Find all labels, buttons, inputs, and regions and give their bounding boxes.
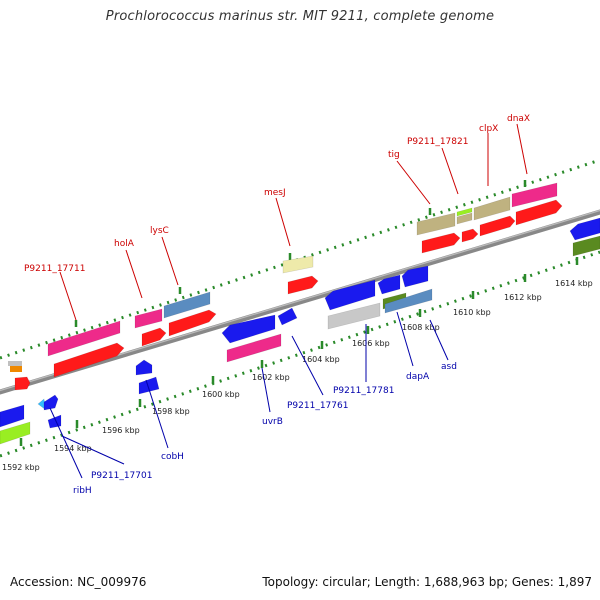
gene-block-holA [134, 308, 163, 329]
gene-label-asd: asd [441, 362, 457, 372]
gene-block [0, 421, 31, 445]
gene-block-P9211_17821 [456, 212, 473, 225]
gene-label-tig: tig [388, 150, 400, 160]
gene-label-holA: holA [114, 239, 135, 249]
kbp-label: 1602 kbp [252, 373, 290, 382]
gene-label-uvrB: uvrB [262, 417, 283, 427]
gene-arrow [135, 359, 153, 376]
gene-arrow-clpX [479, 215, 516, 237]
reverse-gene-labels: ribH P9211_17701 cobH uvrB P9211_17761 P… [73, 362, 457, 496]
gene-label-clpX: clpX [479, 124, 498, 134]
kbp-label: 1612 kbp [504, 293, 542, 302]
gene-label-P9211_17781: P9211_17781 [333, 386, 394, 396]
gene-block [8, 361, 22, 366]
gene-block-tig [416, 212, 456, 236]
kbp-label: 1614 kbp [555, 279, 593, 288]
gene-block-dnaX [511, 182, 558, 208]
gene-arrow-dnaX [515, 199, 563, 226]
gene-block-P9211_17761 [226, 333, 282, 363]
gene-arrow [43, 394, 59, 411]
kbp-label: 1592 kbp [2, 463, 40, 472]
kbp-label: 1600 kbp [202, 390, 240, 399]
kbp-label: 1598 kbp [152, 407, 190, 416]
map-title: Prochlorococcus marinus str. MIT 9211, c… [105, 9, 495, 24]
kbp-label: 1596 kbp [102, 426, 140, 435]
forward-leaders [59, 123, 528, 321]
gene-block-mesJ [282, 255, 314, 274]
accession-text: Accession: NC_009976 [10, 575, 147, 589]
kbp-label: 1606 kbp [352, 339, 390, 348]
gene-arrow-P9211_17821 [461, 228, 479, 243]
kbp-label: 1610 kbp [453, 308, 491, 317]
gene-label-P9211_17711: P9211_17711 [24, 264, 85, 274]
gene-block-lysC [163, 291, 211, 319]
gene-block-asd [384, 288, 433, 314]
gene-arrow [14, 376, 31, 391]
reverse-leaders [49, 311, 449, 479]
gene-label-mesJ: mesJ [264, 188, 286, 198]
gene-block-clpX [473, 196, 511, 221]
gene-arrow-lysC [168, 309, 217, 337]
gene-arrow-mesJ [287, 275, 319, 295]
gene-arrow [53, 342, 125, 378]
gene-label-dapA: dapA [406, 372, 430, 382]
genome-summary-text: Topology: circular; Length: 1,688,963 bp… [262, 575, 592, 589]
gene-block [10, 366, 22, 372]
kbp-label: 1594 kbp [54, 444, 92, 453]
gene-arrow-holA [141, 327, 167, 347]
gene-block [456, 207, 473, 217]
lower-tick-track [0, 250, 600, 458]
gene-arrow [377, 274, 401, 295]
genome-backbone [0, 209, 600, 395]
kbp-labels: 1592 kbp 1594 kbp 1596 kbp 1598 kbp 1600… [2, 279, 593, 472]
forward-gene-labels: P9211_17711 holA lysC mesJ tig P9211_178… [24, 114, 530, 274]
gene-arrow [401, 265, 429, 288]
kbp-label: 1608 kbp [402, 323, 440, 332]
gene-arrow [0, 404, 25, 428]
gene-arrow-uvrB [221, 314, 276, 344]
forward-genes[interactable] [8, 182, 563, 391]
gene-label-P9211_17701: P9211_17701 [91, 471, 152, 481]
gene-arrow [277, 307, 298, 326]
gene-label-P9211_17821: P9211_17821 [407, 137, 468, 147]
gene-label-cobH: cobH [161, 452, 184, 462]
gene-arrow-tig [421, 232, 461, 254]
upper-tick-track [0, 158, 600, 360]
gene-block [572, 235, 600, 257]
gene-block-P9211_17781 [327, 302, 381, 330]
gene-label-dnaX: dnaX [507, 114, 530, 124]
gene-label-lysC: lysC [150, 226, 169, 236]
gene-arrow [324, 279, 376, 311]
gene-arrow [138, 376, 160, 395]
major-ticks [19, 180, 579, 446]
gene-arrow [569, 217, 600, 241]
gene-label-ribH: ribH [73, 486, 92, 496]
gene-label-P9211_17761: P9211_17761 [287, 401, 348, 411]
kbp-label: 1604 kbp [302, 355, 340, 364]
gene-block-P9211_17711 [47, 320, 121, 357]
